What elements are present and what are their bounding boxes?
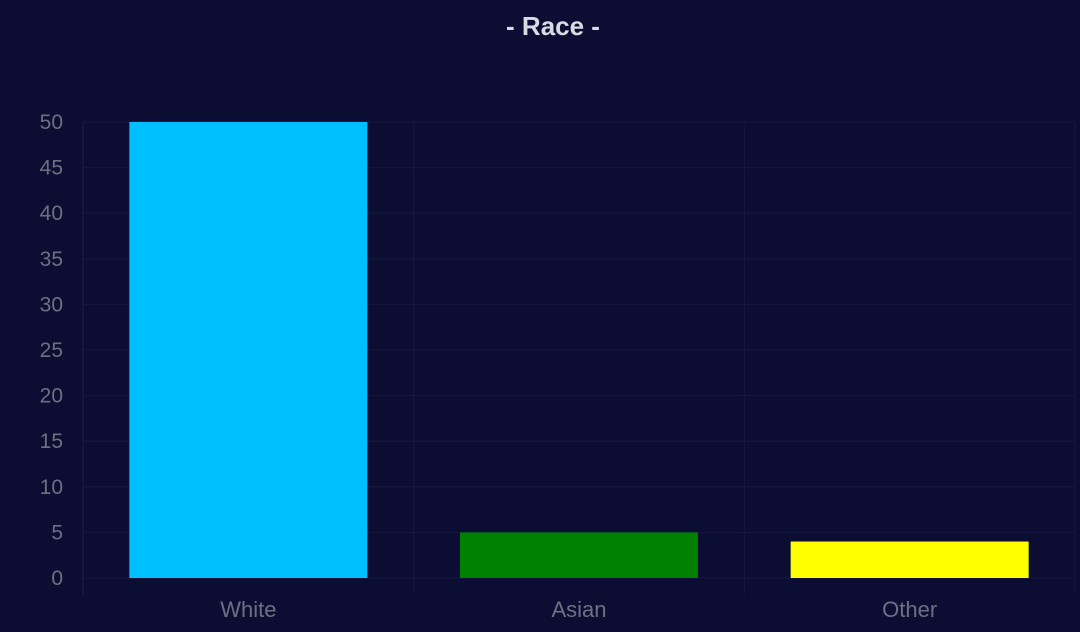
x-tick-label: Other: [882, 597, 937, 622]
x-tick-label: Asian: [551, 597, 606, 622]
y-tick-label: 35: [40, 248, 63, 271]
bar-other[interactable]: [790, 541, 1029, 578]
bars: [129, 122, 1029, 578]
x-axis-labels: White Asian Other: [220, 597, 937, 622]
y-tick-label: 0: [51, 567, 63, 590]
y-tick-label: 25: [40, 339, 63, 362]
chart-title: - Race -: [506, 11, 600, 41]
y-tick-label: 5: [51, 521, 63, 544]
y-tick-label: 10: [40, 476, 63, 499]
y-axis-ticks: 0 5 10 15 20 25 30 35 40 45 50: [40, 111, 63, 590]
y-tick-label: 20: [40, 385, 63, 408]
y-tick-label: 45: [40, 157, 63, 180]
y-tick-label: 50: [40, 111, 63, 134]
x-tick-label: White: [220, 597, 276, 622]
y-tick-label: 30: [40, 293, 63, 316]
y-tick-label: 15: [40, 430, 63, 453]
y-tick-label: 40: [40, 202, 63, 225]
bar-white[interactable]: [129, 122, 368, 578]
bar-asian[interactable]: [460, 532, 698, 578]
